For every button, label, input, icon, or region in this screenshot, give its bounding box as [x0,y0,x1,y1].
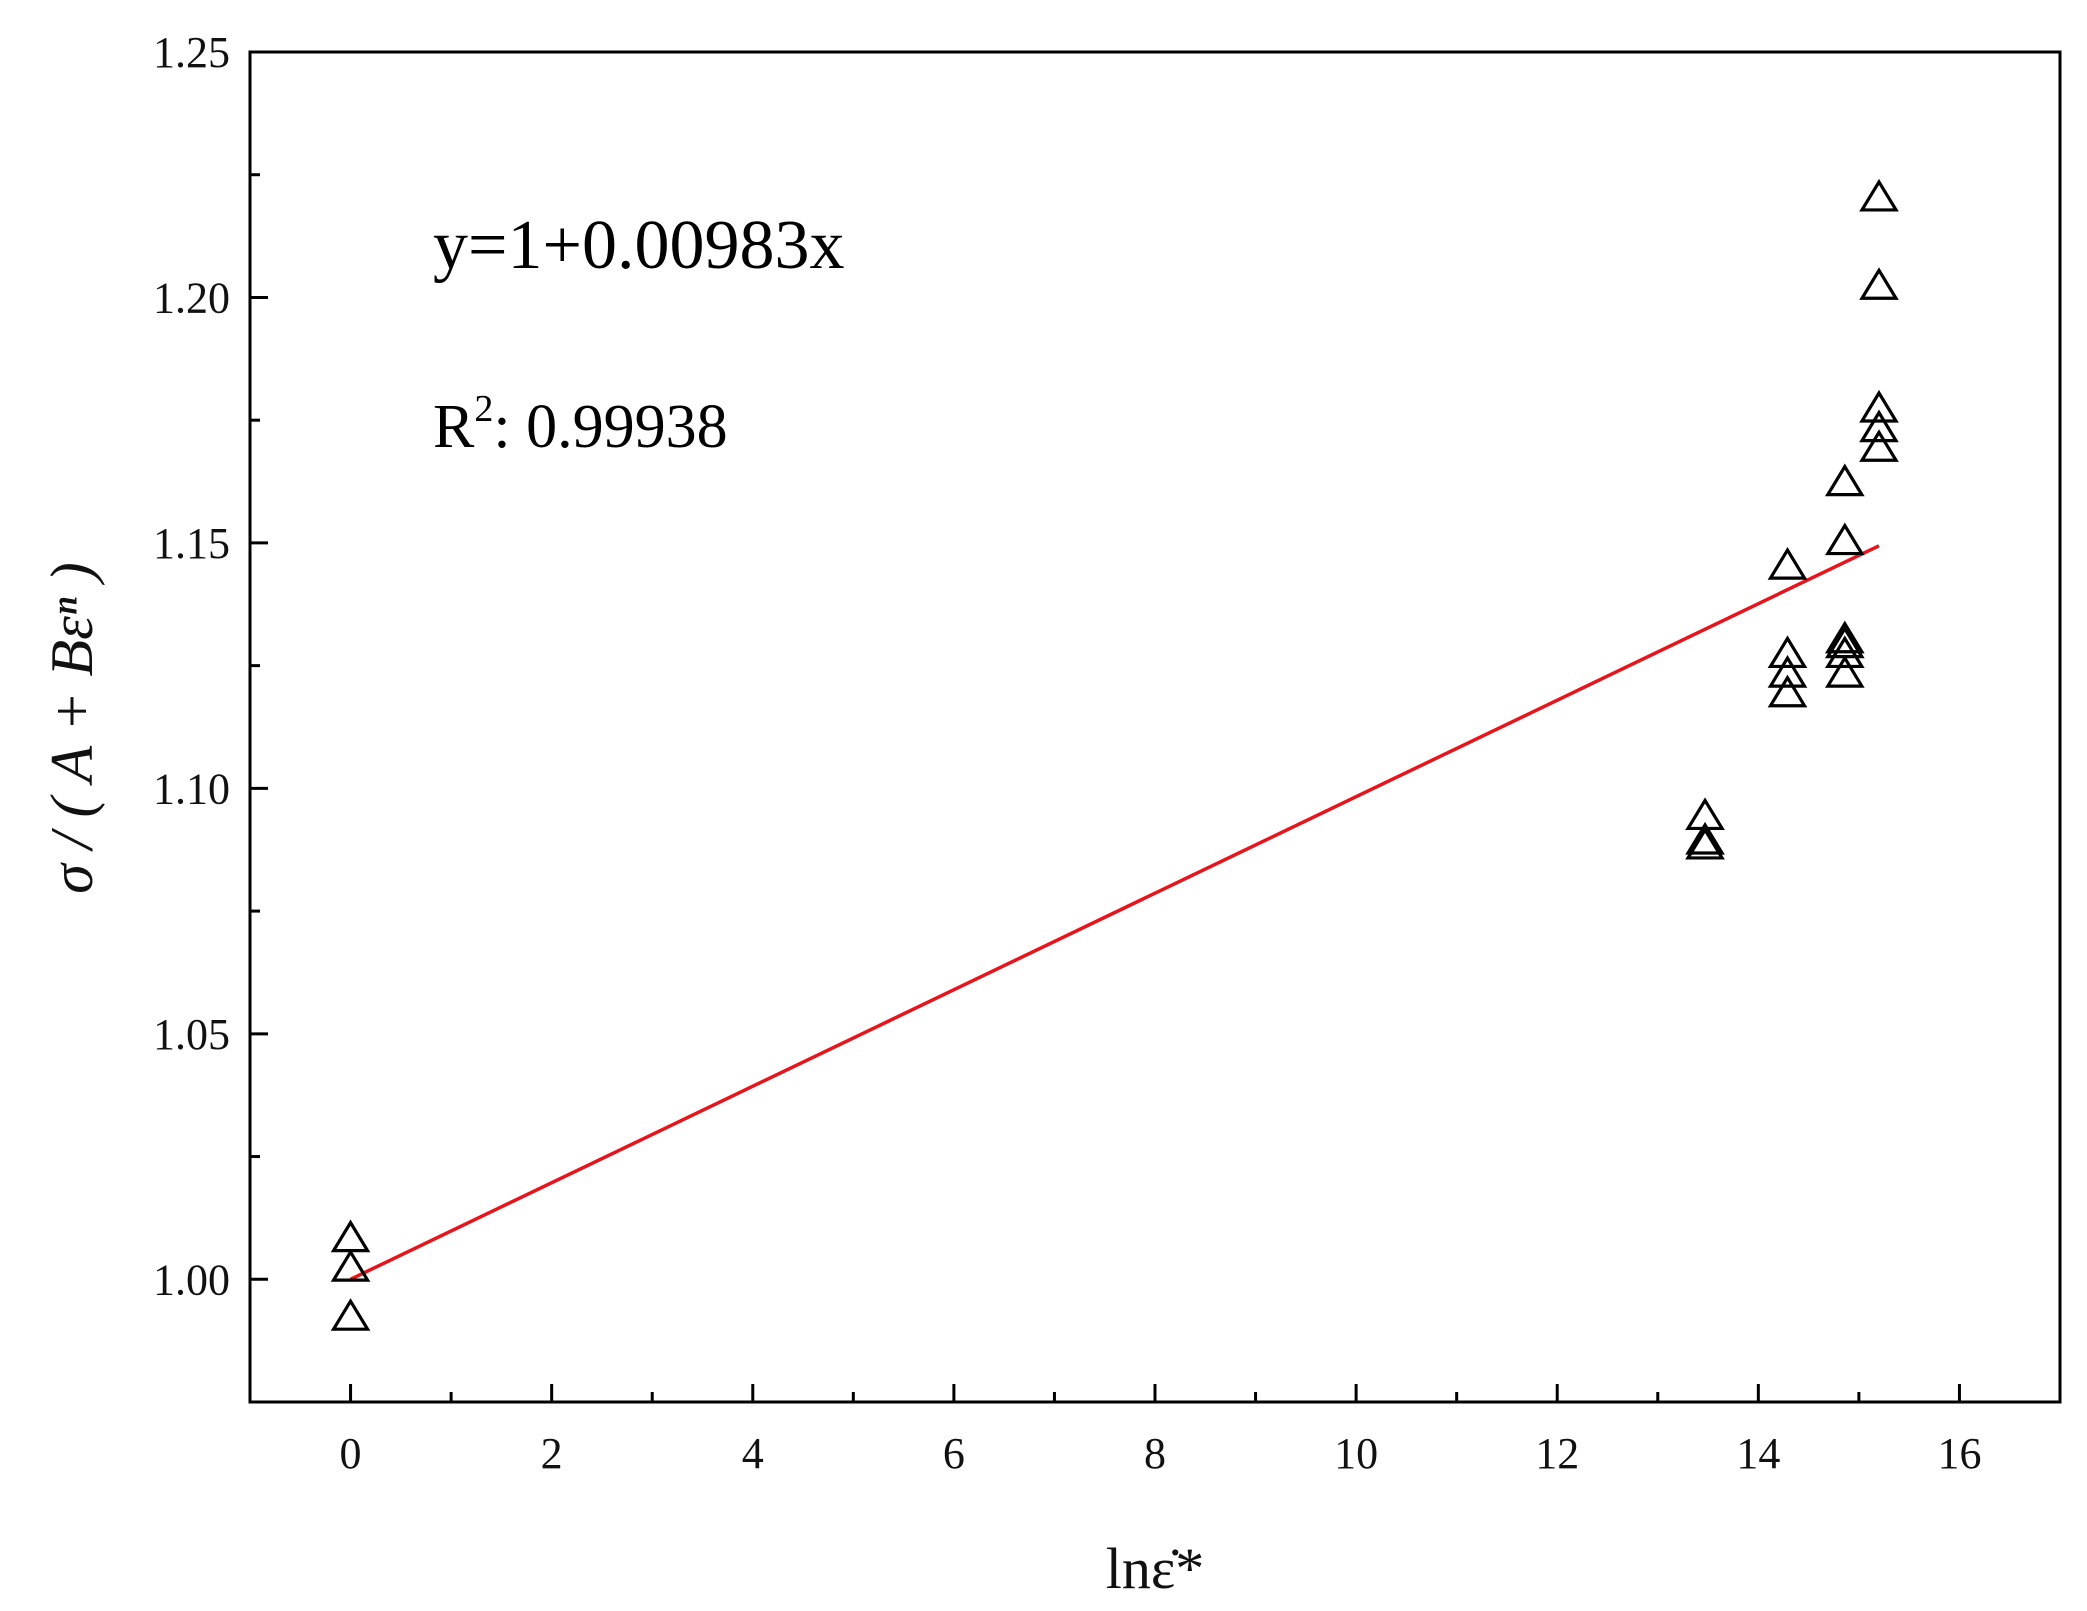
data-point [1767,674,1808,708]
data-point [1824,655,1865,688]
data-point [330,1219,371,1253]
data-point [1685,826,1725,860]
data-points [330,178,1899,1331]
data-point [1859,267,1899,300]
data-point [330,1249,371,1282]
data-point [330,1298,371,1331]
data-point [1824,522,1865,556]
r-squared-value: : 0.99938 [493,393,727,461]
data-point [1824,620,1865,654]
data-point [1859,178,1899,212]
data-point [1859,389,1899,423]
data-point [1824,463,1865,497]
x-tick-label: 8 [1144,1429,1166,1478]
x-tick-label: 12 [1535,1429,1579,1478]
x-axis-ticks: 0 2 4 6 8 10 12 14 16 [340,1384,1981,1478]
data-point [1767,655,1808,688]
data-point [1685,821,1725,855]
x-tick-label: 14 [1736,1429,1780,1478]
fit-line-group [349,544,1880,1281]
fit-line [349,544,1880,1281]
data-point [1824,635,1865,669]
x-tick-label: 0 [340,1429,362,1478]
y-tick-label: 1.20 [153,273,230,322]
x-tick-label: 2 [541,1429,563,1478]
data-point [1767,635,1808,669]
y-axis-title: σ / ( A + Bεⁿ ) [39,562,105,893]
y-axis-ticks: 1.00 1.05 1.10 1.15 1.20 1.25 [153,28,268,1304]
x-tick-label: 10 [1334,1429,1378,1478]
data-point [1859,429,1899,462]
y-tick-label: 1.25 [153,28,230,77]
x-tick-label: 4 [742,1429,764,1478]
fit-equation: y=1+0.00983x [433,207,844,284]
r-squared-annotation: R2: 0.99938 [433,388,728,461]
y-tick-label: 1.00 [153,1255,230,1304]
y-tick-label: 1.15 [153,519,230,568]
data-point [1859,409,1899,443]
data-point [1767,547,1808,580]
x-tick-label: 6 [943,1429,965,1478]
x-tick-label: 16 [1937,1429,1981,1478]
y-tick-label: 1.10 [153,764,230,813]
x-axis-title: lnε̇* [1106,1536,1204,1601]
r-squared-label: R [433,393,475,461]
r-squared-superscript: 2 [474,388,493,430]
y-tick-label: 1.05 [153,1010,230,1059]
